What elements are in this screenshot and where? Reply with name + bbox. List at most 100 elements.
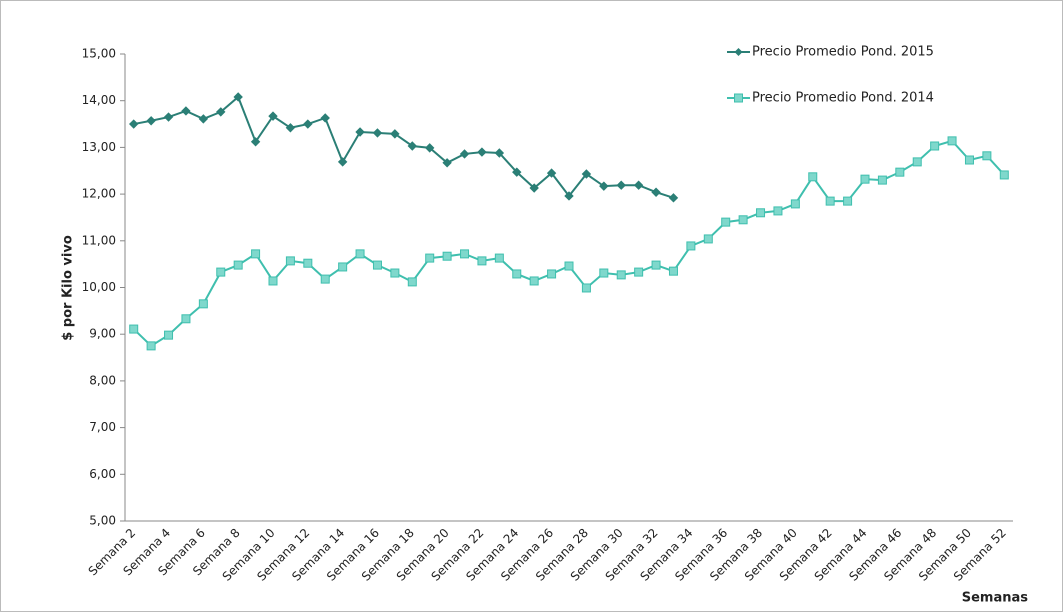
data-point: [947, 136, 957, 146]
y-tick-label: 12,00: [82, 187, 116, 201]
legend-marker: [734, 48, 743, 56]
data-point: [547, 269, 557, 279]
data-point: [843, 196, 853, 206]
data-point: [337, 157, 348, 167]
data-point: [860, 174, 870, 184]
data-point: [268, 111, 278, 121]
data-point: [930, 141, 940, 151]
data-point: [425, 253, 435, 263]
legend-label: Precio Promedio Pond. 2014: [752, 91, 934, 106]
data-point: [320, 274, 330, 284]
y-tick-label: 5,00: [89, 514, 116, 528]
y-tick-label: 15,00: [82, 47, 116, 61]
data-point: [773, 206, 783, 216]
data-point: [494, 253, 504, 263]
data-point: [877, 175, 887, 185]
data-point: [512, 269, 522, 279]
data-point: [703, 234, 713, 244]
data-point: [721, 217, 731, 227]
data-point: [494, 148, 505, 158]
data-point: [355, 249, 365, 259]
data-point: [442, 251, 452, 261]
series-line: [133, 95, 674, 199]
data-point: [390, 268, 400, 278]
data-point: [756, 208, 766, 218]
data-point: [616, 270, 626, 280]
data-point: [651, 187, 661, 197]
data-point: [546, 168, 557, 178]
data-point: [686, 241, 696, 251]
data-point: [512, 167, 522, 177]
data-point: [407, 277, 417, 287]
y-tick-label: 6,00: [89, 467, 116, 481]
data-point: [442, 158, 452, 168]
data-point: [999, 170, 1009, 180]
data-point: [964, 155, 974, 165]
data-point: [477, 256, 487, 266]
y-axis-label: $ por Kilo vivo: [61, 235, 76, 341]
data-point: [198, 114, 209, 124]
data-point: [633, 180, 644, 190]
x-axis-label: Semanas: [962, 591, 1029, 606]
data-point: [390, 129, 400, 139]
data-point: [407, 141, 418, 151]
data-point: [303, 258, 313, 268]
data-point: [181, 106, 191, 116]
data-point: [268, 276, 278, 286]
data-point: [790, 199, 800, 209]
data-point: [529, 276, 539, 286]
data-point: [616, 180, 626, 190]
data-point: [233, 260, 243, 270]
data-point: [128, 119, 139, 129]
data-point: [250, 137, 261, 147]
data-point: [599, 268, 609, 278]
data-point: [372, 128, 383, 138]
data-point: [216, 267, 226, 277]
data-point: [808, 172, 818, 182]
y-tick-label: 14,00: [82, 93, 116, 107]
data-point: [564, 191, 574, 201]
data-point: [338, 262, 348, 272]
y-tick-label: 7,00: [89, 420, 116, 434]
data-point: [564, 261, 574, 271]
y-tick-label: 10,00: [82, 280, 116, 294]
data-point: [146, 116, 156, 126]
y-tick-label: 9,00: [89, 327, 116, 341]
y-tick-label: 11,00: [82, 233, 116, 247]
data-point: [285, 123, 296, 133]
y-tick-label: 13,00: [82, 140, 116, 154]
data-point: [146, 341, 156, 351]
data-point: [303, 119, 313, 129]
y-tick-label: 8,00: [89, 373, 116, 387]
data-point: [285, 256, 295, 266]
data-point: [982, 151, 992, 161]
data-point: [668, 193, 679, 203]
data-point: [216, 107, 226, 117]
data-point: [738, 215, 748, 225]
data-point: [912, 157, 922, 167]
data-point: [424, 143, 435, 153]
data-point: [581, 169, 592, 179]
data-point: [581, 283, 591, 293]
data-point: [825, 196, 835, 206]
data-point: [320, 113, 330, 123]
data-point: [668, 266, 678, 276]
legend-marker: [734, 93, 743, 103]
data-point: [895, 167, 905, 177]
data-point: [599, 181, 609, 191]
data-point: [129, 324, 139, 334]
data-point: [355, 127, 365, 137]
data-point: [181, 314, 191, 324]
data-point: [198, 299, 208, 309]
data-point: [459, 149, 470, 159]
data-point: [372, 260, 382, 270]
data-point: [651, 260, 661, 270]
data-point: [164, 330, 174, 340]
data-point: [233, 92, 243, 102]
data-point: [460, 249, 470, 259]
legend-label: Precio Promedio Pond. 2015: [752, 45, 934, 60]
data-point: [634, 267, 644, 277]
data-point: [163, 112, 174, 122]
